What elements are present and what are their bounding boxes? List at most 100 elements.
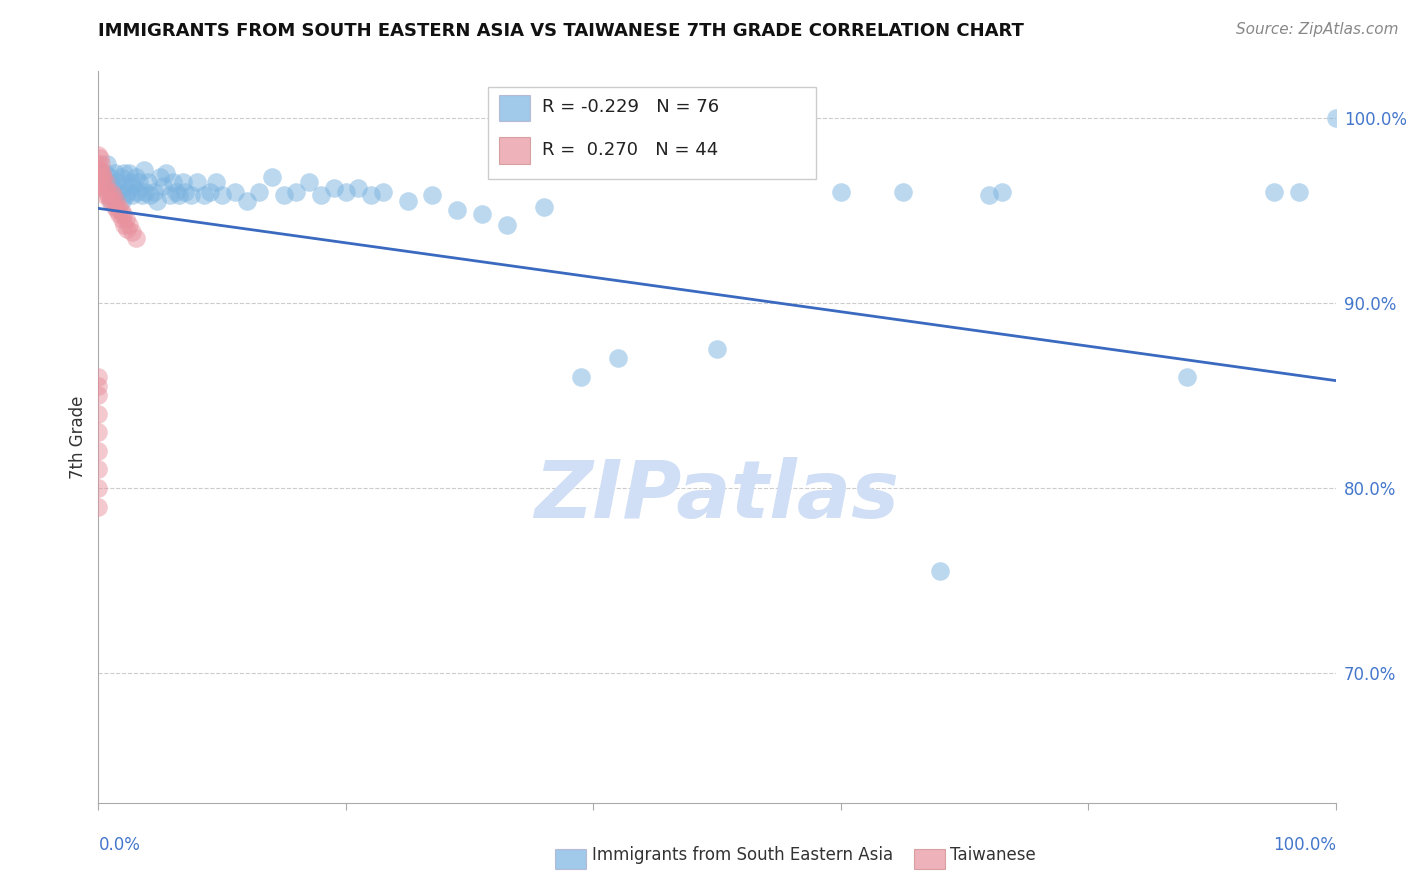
Point [87, 179, 110, 194]
Point [97, 176, 120, 190]
Point [322, 181, 344, 195]
Point [125, 185, 148, 199]
Point [1324, 111, 1347, 125]
Text: Source: ZipAtlas.com: Source: ZipAtlas.com [1236, 22, 1399, 37]
Point [100, 185, 122, 199]
Point [198, 185, 221, 199]
Point [211, 188, 233, 202]
Point [471, 207, 494, 221]
Point [121, 226, 143, 240]
Point [105, 176, 128, 190]
Point [115, 221, 138, 235]
Point [136, 176, 159, 190]
Point [87, 379, 110, 393]
Point [122, 179, 145, 194]
Point [114, 188, 136, 202]
Point [87, 162, 110, 177]
Point [990, 185, 1012, 199]
Point [107, 185, 129, 199]
Point [172, 176, 194, 190]
Point [273, 188, 295, 202]
Point [98, 194, 121, 208]
Point [155, 166, 177, 180]
Text: 0.0%: 0.0% [98, 836, 141, 854]
Point [118, 218, 141, 232]
Point [112, 207, 135, 221]
Point [1263, 185, 1285, 199]
Point [93, 169, 115, 184]
Text: Taiwanese: Taiwanese [950, 847, 1036, 864]
Point [152, 179, 174, 194]
Point [112, 181, 135, 195]
Point [104, 188, 127, 202]
Point [124, 169, 146, 184]
Point [180, 188, 202, 202]
Point [607, 351, 630, 366]
Point [103, 200, 125, 214]
Point [891, 185, 914, 199]
Point [112, 218, 135, 232]
Point [87, 425, 110, 440]
Point [89, 152, 111, 166]
Text: ZIPatlas: ZIPatlas [534, 457, 900, 534]
Point [110, 169, 132, 184]
Point [93, 181, 115, 195]
Point [446, 203, 468, 218]
Point [87, 462, 110, 476]
Point [98, 169, 121, 184]
Point [236, 194, 259, 208]
Point [396, 194, 419, 208]
Point [87, 157, 110, 171]
Point [224, 185, 246, 199]
Point [112, 166, 135, 180]
Point [87, 388, 110, 402]
Point [134, 162, 156, 177]
Point [87, 481, 110, 495]
Point [285, 185, 308, 199]
Point [706, 342, 728, 356]
Point [159, 188, 181, 202]
Point [335, 185, 357, 199]
Point [118, 166, 141, 180]
Point [309, 188, 332, 202]
Point [205, 176, 228, 190]
Point [101, 194, 124, 208]
Point [103, 166, 125, 180]
Point [87, 444, 110, 458]
Point [87, 500, 110, 514]
Point [167, 188, 190, 202]
Point [100, 194, 122, 208]
Point [97, 188, 120, 202]
Point [93, 166, 115, 180]
Point [103, 188, 125, 202]
Point [110, 203, 132, 218]
Point [145, 194, 167, 208]
Point [139, 188, 162, 202]
Point [96, 185, 118, 199]
Point [111, 212, 134, 227]
Text: IMMIGRANTS FROM SOUTH EASTERN ASIA VS TAIWANESE 7TH GRADE CORRELATION CHART: IMMIGRANTS FROM SOUTH EASTERN ASIA VS TA… [98, 22, 1025, 40]
Point [1288, 185, 1310, 199]
Point [115, 185, 138, 199]
Point [247, 185, 270, 199]
Point [371, 185, 394, 199]
Point [149, 169, 172, 184]
Point [174, 185, 197, 199]
Point [1175, 370, 1198, 384]
Point [121, 188, 143, 202]
Text: R = -0.229   N = 76: R = -0.229 N = 76 [541, 98, 718, 116]
Point [87, 147, 110, 161]
Y-axis label: 7th Grade: 7th Grade [69, 395, 87, 479]
Point [165, 185, 187, 199]
Point [134, 185, 156, 199]
Point [108, 207, 131, 221]
Point [89, 162, 111, 177]
Point [928, 565, 950, 579]
Point [495, 218, 517, 232]
Point [114, 212, 136, 227]
Point [143, 185, 166, 199]
Point [90, 169, 112, 184]
Point [103, 181, 125, 195]
Point [111, 194, 134, 208]
Point [830, 185, 852, 199]
